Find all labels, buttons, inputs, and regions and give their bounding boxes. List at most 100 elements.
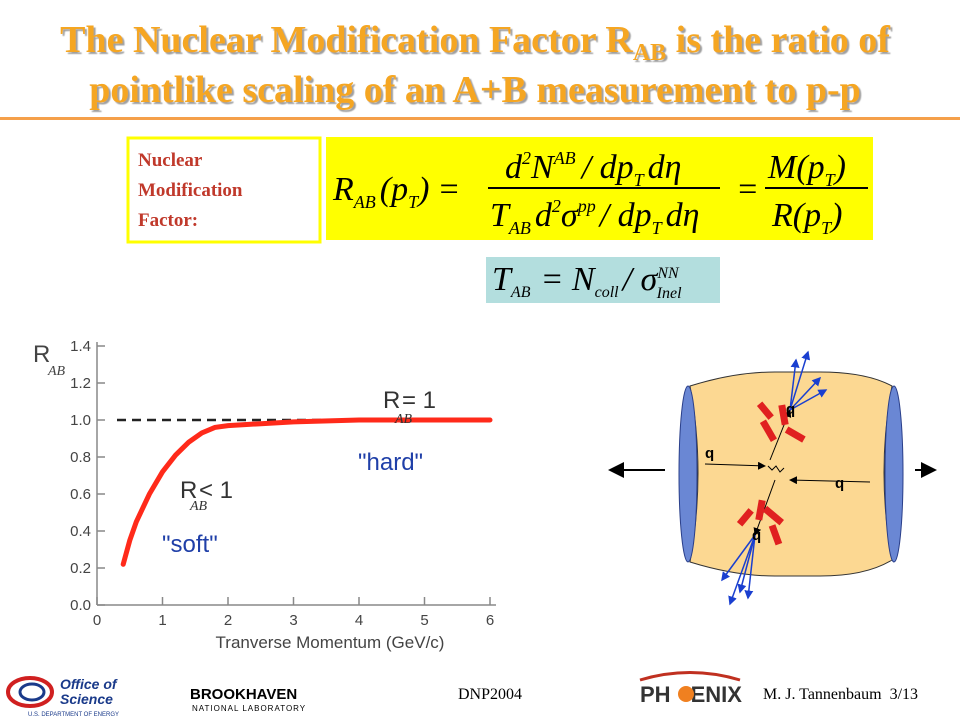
f-part: N [530, 149, 556, 186]
label-line: Modification [138, 180, 243, 201]
annotation: R [180, 477, 197, 504]
f-sup: pp [576, 196, 596, 216]
phenix-part: ENIX [691, 682, 743, 707]
ratio-den: R(pT) [771, 197, 842, 238]
formula: RAB (pT) = d2NAB / dpT dη TAB d2σpp / dpT dη = … [332, 148, 868, 238]
formula2-box [486, 257, 720, 303]
phenix-logo: PH ENIX [640, 682, 742, 707]
f-sub: T [821, 218, 833, 238]
y-tick-label: 1.0 [70, 412, 91, 429]
nucleus-a [678, 385, 698, 563]
quark-line [789, 476, 871, 485]
title-part: is the ratio of [666, 19, 891, 61]
formula2: TAB = Ncoll / σNN Inel [492, 261, 682, 302]
f-eq: = [736, 171, 759, 208]
formula-num: d2NAB / dpT dη [505, 148, 682, 190]
title-line: pointlike scaling of an A+B measurement … [89, 69, 861, 111]
author: M. J. Tannenbaum 3/13 [763, 686, 918, 703]
f-part: M(p [767, 149, 825, 186]
f-sub: AB [510, 284, 531, 301]
y-tick-label: 1.2 [70, 375, 91, 392]
annotation: R [383, 387, 400, 414]
annotation: < 1 [199, 477, 233, 504]
label-line: Factor: [138, 210, 198, 231]
title-rule [0, 117, 960, 120]
x-tick-label: 4 [355, 612, 363, 629]
f-part: = [439, 171, 458, 208]
collision-diagram: q q q q [608, 350, 937, 606]
y-tick-label: 1.4 [70, 338, 91, 355]
quark-line [753, 479, 776, 536]
annotation-sub: AB [189, 499, 208, 514]
y-axis-label: R [33, 341, 50, 368]
doe-swirl [18, 682, 46, 702]
f-part: dη [666, 197, 700, 234]
f-sup: 2 [552, 196, 561, 216]
title-line: The Nuclear Modification Factor RAB is t… [60, 19, 891, 66]
f-part: (p [380, 171, 408, 208]
f-sub: T [408, 192, 420, 212]
f-part: R [332, 171, 354, 208]
x-tick-label: 0 [93, 612, 101, 629]
f-part: / σ [621, 261, 659, 298]
annotation: "hard" [358, 449, 423, 476]
f-part: d [535, 197, 553, 234]
f-sup: NN [656, 265, 680, 282]
title-sub: AB [633, 40, 666, 66]
hadrons [736, 401, 806, 546]
title-part: The Nuclear Modification Factor R [60, 19, 633, 61]
f-part: / dp [580, 149, 634, 186]
x-tick-label: 5 [420, 612, 428, 629]
f-sub: T [634, 170, 646, 190]
f-part: T [490, 197, 511, 234]
f-part: dη [648, 149, 682, 186]
x-axis-label: Tranverse Momentum (GeV/c) [216, 633, 445, 652]
f-part: ) [829, 197, 842, 234]
x-tick-label: 1 [158, 612, 166, 629]
footer: Office of Science U.S. DEPARTMENT OF ENE… [6, 671, 918, 718]
f-sup: 2 [522, 148, 531, 168]
quark-labels: q q q q [705, 401, 844, 544]
x-tick-label: 3 [289, 612, 297, 629]
f-sub: T [825, 170, 837, 190]
f-part: σ [561, 197, 579, 234]
curve [120, 417, 493, 567]
quark-label: q [705, 445, 714, 462]
f-sub: AB [353, 192, 376, 212]
f-part: ) [416, 171, 429, 208]
quark-label: q [752, 527, 761, 544]
doe-text: Science [60, 691, 113, 707]
ratio-num: M(pT) [767, 149, 846, 190]
y-tick-label: 0.0 [70, 597, 91, 614]
bnl-text: BROOKHAVEN [190, 686, 297, 703]
annotation-sub: AB [394, 412, 413, 427]
bnl-text: NATIONAL LABORATORY [192, 704, 306, 713]
fraction-bar [488, 187, 720, 189]
doe-text: Office of [60, 676, 118, 692]
label: Nuclear Modification Factor: [138, 150, 243, 231]
label-box [126, 136, 322, 244]
phenix-star [678, 686, 694, 702]
y-tick-label: 0.6 [70, 486, 91, 503]
f-part: T [492, 261, 513, 298]
y-tick-label: 0.4 [70, 523, 91, 540]
jet [721, 350, 828, 606]
conference: DNP2004 [458, 686, 522, 703]
f-part: / dp [598, 197, 652, 234]
phenix-arc [639, 671, 741, 682]
y-axis-label-sub: AB [47, 364, 66, 379]
fraction-bar [765, 187, 868, 189]
y-tick-label: 0.8 [70, 449, 91, 466]
doe-text: U.S. DEPARTMENT OF ENERGY [28, 712, 119, 718]
formula-lhs: RAB (pT) = [332, 171, 459, 212]
phenix-part: PH [640, 682, 671, 707]
nucleus-b [884, 385, 904, 563]
f-sup: AB [553, 148, 576, 168]
f-sub: T [652, 218, 664, 238]
x-tick-label: 2 [224, 612, 232, 629]
f-part: d [505, 149, 523, 186]
f-part: R(p [771, 197, 821, 234]
f-sub: AB [508, 218, 531, 238]
f-part: ) [833, 149, 846, 186]
